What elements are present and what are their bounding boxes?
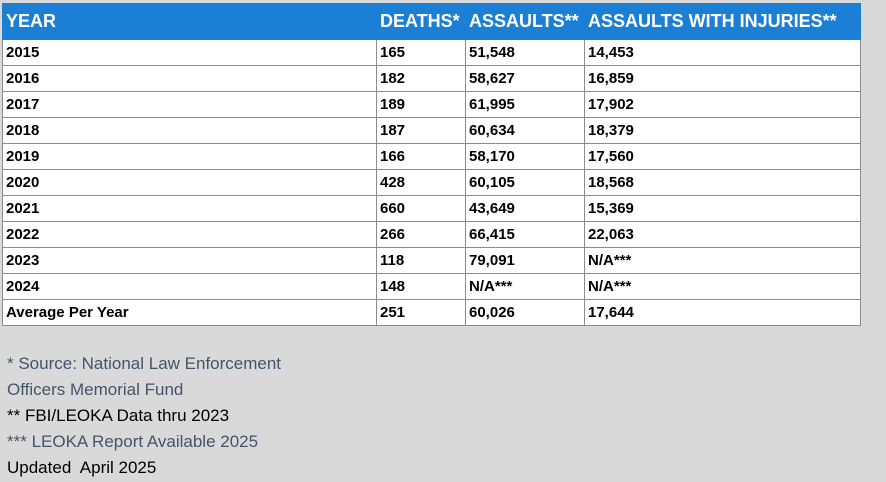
- table-cell: 428: [376, 169, 466, 196]
- table-cell: 60,105: [465, 169, 585, 196]
- table-cell: 251: [376, 299, 466, 326]
- footnote: * Source: National Law Enforcement: [7, 354, 282, 373]
- table-cell: 79,091: [465, 247, 585, 274]
- table-cell: 66,415: [465, 221, 585, 248]
- header-row: YEAR DEATHS* ASSAULTS** ASSAULTS WITH INJUR…: [2, 3, 861, 40]
- footnotes: * Source: National Law Enforcement Office…: [7, 351, 281, 481]
- footnote: Officers Memorial Fund: [7, 380, 184, 399]
- table-cell: 2021: [2, 195, 377, 222]
- column-header: ASSAULTS**: [465, 3, 585, 40]
- table-cell: 660: [376, 195, 466, 222]
- data-table: YEAR DEATHS* ASSAULTS** ASSAULTS WITH INJUR…: [2, 3, 861, 326]
- table-row: 2017 189 61,995 17,902: [2, 91, 861, 118]
- table-cell: N/A***: [584, 247, 861, 274]
- table-row: 2015 165 51,548 14,453: [2, 39, 861, 66]
- table-cell: 118: [376, 247, 466, 274]
- table-cell: 2024: [2, 273, 377, 300]
- table-cell: 60,026: [465, 299, 585, 326]
- table-row: 2019 166 58,170 17,560: [2, 143, 861, 170]
- table-cell: 17,644: [584, 299, 861, 326]
- column-header: ASSAULTS WITH INJURIES**: [584, 3, 861, 40]
- table-cell: 182: [376, 65, 466, 92]
- table-cell: 43,649: [465, 195, 585, 222]
- table-cell: 17,902: [584, 91, 861, 118]
- table-cell: 60,634: [465, 117, 585, 144]
- table-cell: 51,548: [465, 39, 585, 66]
- table-body: 2015 165 51,548 14,453 2016 182 58,627 16,859 20…: [2, 39, 861, 326]
- table-cell: 18,568: [584, 169, 861, 196]
- table-row: 2018 187 60,634 18,379: [2, 117, 861, 144]
- table-cell: 58,627: [465, 65, 585, 92]
- table-cell: 2015: [2, 39, 377, 66]
- table-cell: 14,453: [584, 39, 861, 66]
- footnote: Updated April 2025: [7, 458, 157, 477]
- table-row: 2023 118 79,091 N/A***: [2, 247, 861, 274]
- footnote: *** LEOKA Report Available 2025: [7, 432, 259, 451]
- table-cell: 2023: [2, 247, 377, 274]
- table-cell: 15,369: [584, 195, 861, 222]
- table-cell: 2017: [2, 91, 377, 118]
- table-cell: 165: [376, 39, 466, 66]
- table-row: Average Per Year 251 60,026 17,644: [2, 299, 861, 326]
- table-cell: 2020: [2, 169, 377, 196]
- table-cell: 58,170: [465, 143, 585, 170]
- table-row: 2020 428 60,105 18,568: [2, 169, 861, 196]
- table-cell: 22,063: [584, 221, 861, 248]
- table-row: 2016 182 58,627 16,859: [2, 65, 861, 92]
- footnote: ** FBI/LEOKA Data thru 2023: [7, 406, 230, 425]
- table-row: 2024 148 N/A*** N/A***: [2, 273, 861, 300]
- table-cell: 266: [376, 221, 466, 248]
- table-cell: 189: [376, 91, 466, 118]
- table-cell: 2016: [2, 65, 377, 92]
- table-cell: 2018: [2, 117, 377, 144]
- table-cell: 2019: [2, 143, 377, 170]
- table-cell: 61,995: [465, 91, 585, 118]
- table-row: 2022 266 66,415 22,063: [2, 221, 861, 248]
- table-cell: 148: [376, 273, 466, 300]
- column-header: YEAR: [2, 3, 377, 40]
- table-cell: 16,859: [584, 65, 861, 92]
- table-cell: 166: [376, 143, 466, 170]
- table-cell: Average Per Year: [2, 299, 377, 326]
- table-cell: 18,379: [584, 117, 861, 144]
- table-cell: N/A***: [584, 273, 861, 300]
- table-cell: N/A***: [465, 273, 585, 300]
- table-cell: 17,560: [584, 143, 861, 170]
- table-cell: 2022: [2, 221, 377, 248]
- table-row: 2021 660 43,649 15,369: [2, 195, 861, 222]
- table-cell: 187: [376, 117, 466, 144]
- column-header: DEATHS*: [376, 3, 466, 40]
